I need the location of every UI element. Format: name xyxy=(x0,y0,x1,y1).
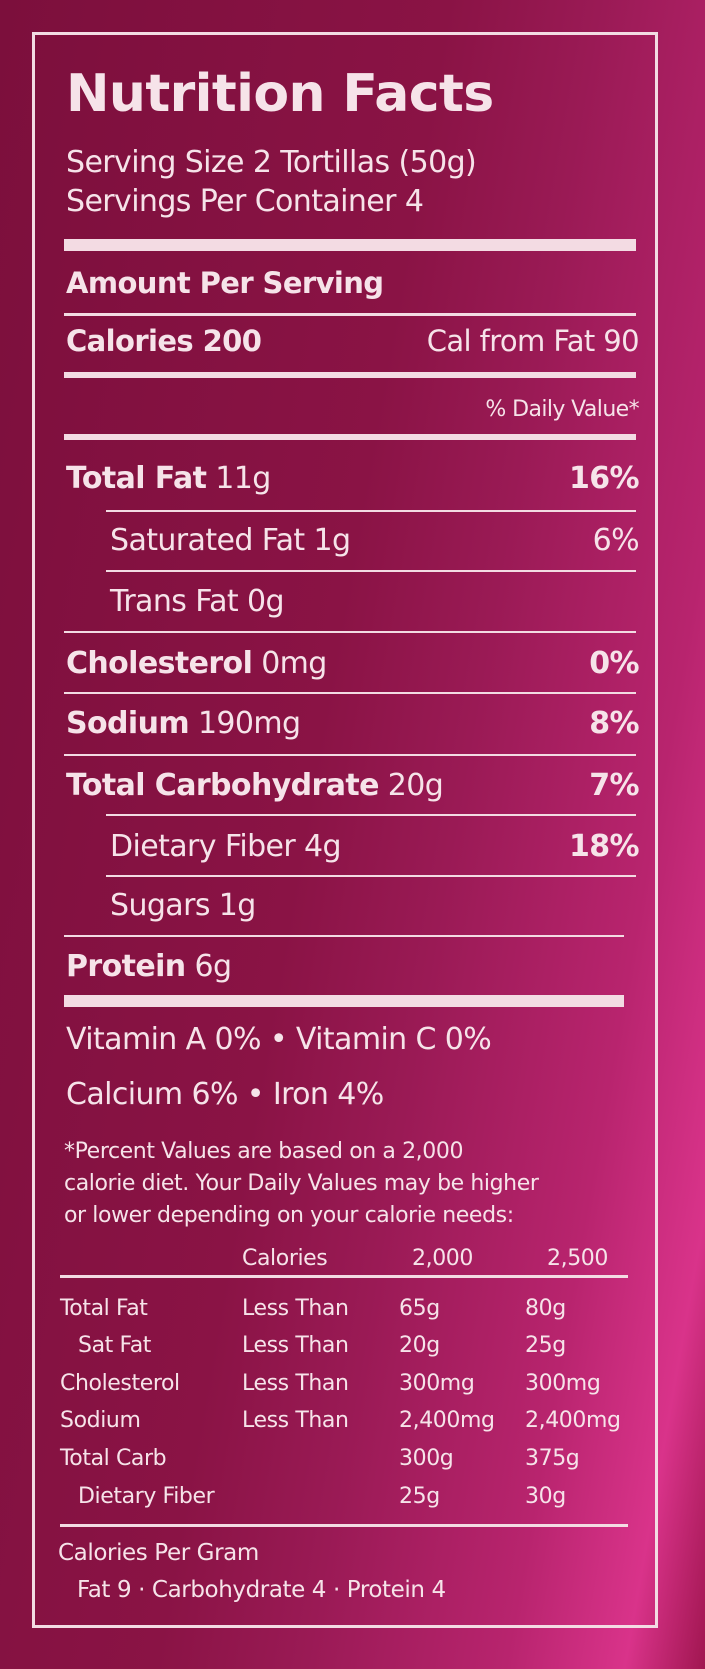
label-border xyxy=(32,32,658,1628)
dv-table-cell: Total Fat xyxy=(60,1296,148,1321)
footnote-line: *Percent Values are based on a 2,000 xyxy=(64,1139,464,1164)
nutrient-name: Dietary Fiber xyxy=(110,829,296,864)
divider xyxy=(64,313,636,316)
nutrient-dv: 6% xyxy=(592,523,640,558)
divider xyxy=(106,875,636,877)
nutrient-row-saturated-fat: Saturated Fat 1g 6% xyxy=(110,523,640,558)
dv-table-cell: 375g xyxy=(525,1446,580,1471)
nutrient-row-cholesterol: Cholesterol 0mg 0% xyxy=(66,646,640,681)
nutrient-row-trans-fat: Trans Fat 0g xyxy=(110,587,639,617)
dv-table-cell: Sodium xyxy=(60,1408,141,1433)
divider xyxy=(64,754,636,756)
vitamins-line-1: Vitamin A 0% • Vitamin C 0% xyxy=(66,1022,492,1057)
dv-table-cell: Less Than xyxy=(242,1408,349,1433)
dv-table-cell: Less Than xyxy=(242,1296,349,1321)
footnote-line: calorie diet. Your Daily Values may be h… xyxy=(64,1171,539,1196)
nutrient-name: Protein xyxy=(66,949,186,984)
dv-table-cell: 20g xyxy=(399,1333,440,1358)
nutrient-amount: 4g xyxy=(304,829,342,864)
dv-table-cell: 65g xyxy=(399,1296,440,1321)
dv-table-cell: Dietary Fiber xyxy=(78,1484,215,1509)
dv-table-cell: 300mg xyxy=(525,1371,601,1396)
dv-table-cell: Less Than xyxy=(242,1371,349,1396)
divider xyxy=(106,570,636,572)
nutrient-amount: 190mg xyxy=(197,706,301,741)
nutrient-amount: 1g xyxy=(313,523,352,558)
nutrient-amount: 1g xyxy=(218,888,257,923)
nutrient-row-protein: Protein 6g xyxy=(66,952,639,982)
calories-per-gram-values: Fat 9 · Carbohydrate 4 · Protein 4 xyxy=(77,1577,446,1603)
footnote-line: or lower depending on your calorie needs… xyxy=(64,1203,514,1228)
dv-table-cell: 300g xyxy=(399,1446,454,1471)
divider xyxy=(64,935,624,937)
nutrient-dv: 18% xyxy=(568,829,640,864)
amount-per-serving: Amount Per Serving xyxy=(66,266,384,300)
nutrient-amount: 0g xyxy=(247,584,285,619)
nutrient-name: Sodium xyxy=(66,706,190,741)
nutrient-row-dietary-fiber: Dietary Fiber 4g 18% xyxy=(110,829,640,864)
dv-table-cell: Less Than xyxy=(242,1333,349,1358)
servings-per-container: Servings Per Container 4 xyxy=(66,184,424,219)
medium-divider xyxy=(64,372,636,378)
divider xyxy=(64,631,636,633)
thick-divider xyxy=(64,239,636,251)
nutrient-row-total-carbohydrate: Total Carbohydrate 20g 7% xyxy=(66,768,640,803)
nutrient-name: Saturated Fat xyxy=(110,523,305,558)
nutrient-dv: 16% xyxy=(568,461,640,496)
dv-table-cell: 25g xyxy=(399,1484,440,1509)
nutrient-name: Sugars xyxy=(110,888,210,923)
nutrient-amount: 0mg xyxy=(261,646,327,681)
divider xyxy=(106,510,636,512)
nutrient-dv: 8% xyxy=(589,706,639,741)
dv-table-cell: Sat Fat xyxy=(78,1333,152,1358)
calories-per-gram-title: Calories Per Gram xyxy=(58,1540,259,1566)
calories-from-fat: Cal from Fat 90 xyxy=(426,324,640,358)
thick-divider xyxy=(64,995,624,1007)
nutrient-amount: 20g xyxy=(387,768,444,803)
label-title: Nutrition Facts xyxy=(66,64,494,124)
dv-table-cell: 300mg xyxy=(399,1371,475,1396)
nutrient-dv: 7% xyxy=(589,768,639,803)
dv-table-cell: Cholesterol xyxy=(60,1371,180,1396)
nutrient-name: Total Fat xyxy=(66,461,207,496)
nutrient-amount: 11g xyxy=(215,461,271,496)
dv-table-cell: 30g xyxy=(525,1484,566,1509)
dv-table-header-2000: 2,000 xyxy=(412,1246,473,1271)
nutrient-row-sugars: Sugars 1g xyxy=(110,891,639,921)
daily-value-header: % Daily Value* xyxy=(485,397,639,422)
divider xyxy=(106,814,636,816)
serving-size: Serving Size 2 Tortillas (50g) xyxy=(66,145,477,180)
nutrient-name: Cholesterol xyxy=(66,646,253,681)
medium-divider xyxy=(64,434,636,440)
calories: Calories 200 xyxy=(66,324,262,358)
dv-table-cell: 2,400mg xyxy=(525,1408,621,1433)
dv-table-header-calories: Calories xyxy=(242,1246,328,1271)
dv-table-cell: 2,400mg xyxy=(399,1408,495,1433)
nutrient-amount: 6g xyxy=(194,949,232,984)
nutrient-row-total-fat: Total Fat 11g 16% xyxy=(66,461,640,496)
vitamins-line-2: Calcium 6% • Iron 4% xyxy=(66,1077,384,1112)
calories-row: Calories 200 Cal from Fat 90 xyxy=(66,324,640,358)
nutrient-name: Total Carbohydrate xyxy=(66,768,379,803)
divider xyxy=(64,692,636,694)
dv-table-cell: 25g xyxy=(525,1333,566,1358)
nutrient-row-sodium: Sodium 190mg 8% xyxy=(66,706,640,741)
divider xyxy=(60,1275,628,1278)
nutrient-dv: 0% xyxy=(589,646,639,681)
nutrient-name: Trans Fat xyxy=(110,584,239,619)
dv-table-cell: Total Carb xyxy=(60,1446,167,1471)
dv-table-header-2500: 2,500 xyxy=(547,1246,608,1271)
divider xyxy=(60,1524,628,1527)
dv-table-cell: 80g xyxy=(525,1296,566,1321)
